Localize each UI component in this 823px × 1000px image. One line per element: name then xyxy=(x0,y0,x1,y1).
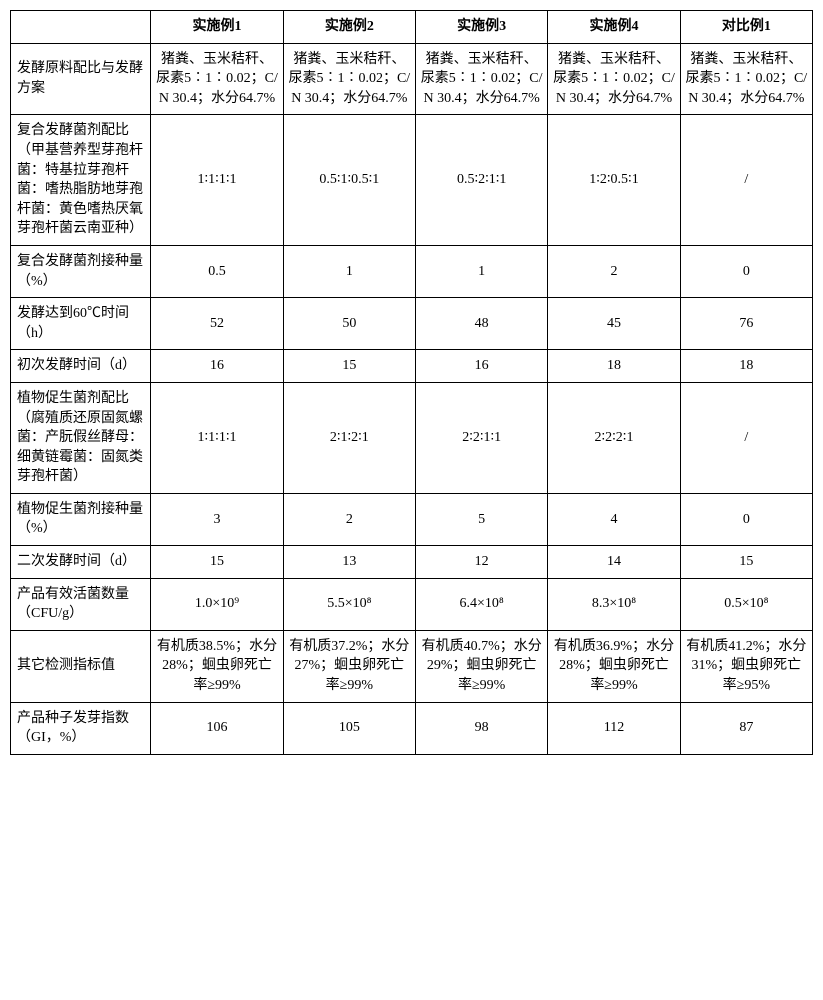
row-label: 发酵原料配比与发酵方案 xyxy=(11,43,151,115)
table-cell: 106 xyxy=(151,702,283,754)
row-label: 其它检测指标值 xyxy=(11,630,151,702)
row-label: 复合发酵菌剂接种量（%） xyxy=(11,245,151,297)
col-header-2: 实施例2 xyxy=(283,11,415,44)
table-cell: 76 xyxy=(680,298,812,350)
table-cell: 48 xyxy=(416,298,548,350)
row-label: 二次发酵时间（d） xyxy=(11,546,151,579)
table-cell: 0.5×10⁸ xyxy=(680,578,812,630)
table-cell: 13 xyxy=(283,546,415,579)
table-row: 产品有效活菌数量（CFU/g） 1.0×10⁹ 5.5×10⁸ 6.4×10⁸ … xyxy=(11,578,813,630)
table-cell: 2 xyxy=(548,245,680,297)
row-label: 初次发酵时间（d） xyxy=(11,350,151,383)
table-cell: 8.3×10⁸ xyxy=(548,578,680,630)
table-cell: 0.5∶2∶1∶1 xyxy=(416,115,548,246)
table-cell: 16 xyxy=(151,350,283,383)
table-cell: 16 xyxy=(416,350,548,383)
table-cell: 3 xyxy=(151,493,283,545)
table-row: 产品种子发芽指数（GI，%） 106 105 98 112 87 xyxy=(11,702,813,754)
col-header-3: 实施例3 xyxy=(416,11,548,44)
table-cell: 有机质38.5%；水分28%；蛔虫卵死亡率≥99% xyxy=(151,630,283,702)
table-cell: 2 xyxy=(283,493,415,545)
table-cell: 0 xyxy=(680,245,812,297)
table-cell: 1∶1∶1∶1 xyxy=(151,382,283,493)
row-label: 产品种子发芽指数（GI，%） xyxy=(11,702,151,754)
table-cell: 0.5∶1∶0.5∶1 xyxy=(283,115,415,246)
col-header-blank xyxy=(11,11,151,44)
table-cell: 猪粪、玉米秸秆、尿素5∶1∶0.02；C/N 30.4；水分64.7% xyxy=(548,43,680,115)
table-cell: 6.4×10⁸ xyxy=(416,578,548,630)
table-cell: 45 xyxy=(548,298,680,350)
table-cell: 有机质40.7%；水分29%；蛔虫卵死亡率≥99% xyxy=(416,630,548,702)
col-header-4: 实施例4 xyxy=(548,11,680,44)
table-row: 植物促生菌剂接种量（%） 3 2 5 4 0 xyxy=(11,493,813,545)
table-cell: 15 xyxy=(151,546,283,579)
table-cell: 2∶1∶2∶1 xyxy=(283,382,415,493)
table-cell: 98 xyxy=(416,702,548,754)
table-cell: 1∶2∶0.5∶1 xyxy=(548,115,680,246)
table-cell: 猪粪、玉米秸秆、尿素5∶1∶0.02；C/N 30.4；水分64.7% xyxy=(151,43,283,115)
table-cell: 50 xyxy=(283,298,415,350)
table-cell: 52 xyxy=(151,298,283,350)
col-header-1: 实施例1 xyxy=(151,11,283,44)
table-cell: 2∶2∶2∶1 xyxy=(548,382,680,493)
table-cell: 18 xyxy=(548,350,680,383)
table-cell: 5.5×10⁸ xyxy=(283,578,415,630)
table-cell: 0.5 xyxy=(151,245,283,297)
table-cell: 5 xyxy=(416,493,548,545)
col-header-5: 对比例1 xyxy=(680,11,812,44)
table-row: 植物促生菌剂配比（腐殖质还原固氮螺菌：产朊假丝酵母：细黄链霉菌：固氮类芽孢杆菌）… xyxy=(11,382,813,493)
table-cell: / xyxy=(680,115,812,246)
table-row: 二次发酵时间（d） 15 13 12 14 15 xyxy=(11,546,813,579)
table-cell: 4 xyxy=(548,493,680,545)
table-cell: 18 xyxy=(680,350,812,383)
row-label: 植物促生菌剂配比（腐殖质还原固氮螺菌：产朊假丝酵母：细黄链霉菌：固氮类芽孢杆菌） xyxy=(11,382,151,493)
table-header-row: 实施例1 实施例2 实施例3 实施例4 对比例1 xyxy=(11,11,813,44)
table-cell: 112 xyxy=(548,702,680,754)
table-cell: 15 xyxy=(680,546,812,579)
table-cell: 1∶1∶1∶1 xyxy=(151,115,283,246)
table-cell: 有机质36.9%；水分28%；蛔虫卵死亡率≥99% xyxy=(548,630,680,702)
table-row: 发酵原料配比与发酵方案 猪粪、玉米秸秆、尿素5∶1∶0.02；C/N 30.4；… xyxy=(11,43,813,115)
table-row: 复合发酵菌剂接种量（%） 0.5 1 1 2 0 xyxy=(11,245,813,297)
table-cell: 14 xyxy=(548,546,680,579)
table-row: 复合发酵菌剂配比（甲基营养型芽孢杆菌：特基拉芽孢杆菌：嗜热脂肪地芽孢杆菌：黄色嗜… xyxy=(11,115,813,246)
table-cell: 有机质41.2%；水分31%；蛔虫卵死亡率≥95% xyxy=(680,630,812,702)
table-row: 其它检测指标值 有机质38.5%；水分28%；蛔虫卵死亡率≥99% 有机质37.… xyxy=(11,630,813,702)
table-cell: 1 xyxy=(283,245,415,297)
row-label: 发酵达到60℃时间（h） xyxy=(11,298,151,350)
row-label: 植物促生菌剂接种量（%） xyxy=(11,493,151,545)
table-cell: 猪粪、玉米秸秆、尿素5∶1∶0.02；C/N 30.4；水分64.7% xyxy=(283,43,415,115)
table-cell: 12 xyxy=(416,546,548,579)
table-cell: 15 xyxy=(283,350,415,383)
table-cell: 87 xyxy=(680,702,812,754)
row-label: 产品有效活菌数量（CFU/g） xyxy=(11,578,151,630)
table-cell: 1 xyxy=(416,245,548,297)
table-cell: 有机质37.2%；水分27%；蛔虫卵死亡率≥99% xyxy=(283,630,415,702)
table-cell: 1.0×10⁹ xyxy=(151,578,283,630)
data-table: 实施例1 实施例2 实施例3 实施例4 对比例1 发酵原料配比与发酵方案 猪粪、… xyxy=(10,10,813,755)
table-cell: 105 xyxy=(283,702,415,754)
row-label: 复合发酵菌剂配比（甲基营养型芽孢杆菌：特基拉芽孢杆菌：嗜热脂肪地芽孢杆菌：黄色嗜… xyxy=(11,115,151,246)
table-row: 初次发酵时间（d） 16 15 16 18 18 xyxy=(11,350,813,383)
table-cell: 0 xyxy=(680,493,812,545)
table-cell: 2∶2∶1∶1 xyxy=(416,382,548,493)
table-body: 发酵原料配比与发酵方案 猪粪、玉米秸秆、尿素5∶1∶0.02；C/N 30.4；… xyxy=(11,43,813,754)
table-cell: / xyxy=(680,382,812,493)
table-cell: 猪粪、玉米秸秆、尿素5∶1∶0.02；C/N 30.4；水分64.7% xyxy=(680,43,812,115)
table-cell: 猪粪、玉米秸秆、尿素5∶1∶0.02；C/N 30.4；水分64.7% xyxy=(416,43,548,115)
table-row: 发酵达到60℃时间（h） 52 50 48 45 76 xyxy=(11,298,813,350)
